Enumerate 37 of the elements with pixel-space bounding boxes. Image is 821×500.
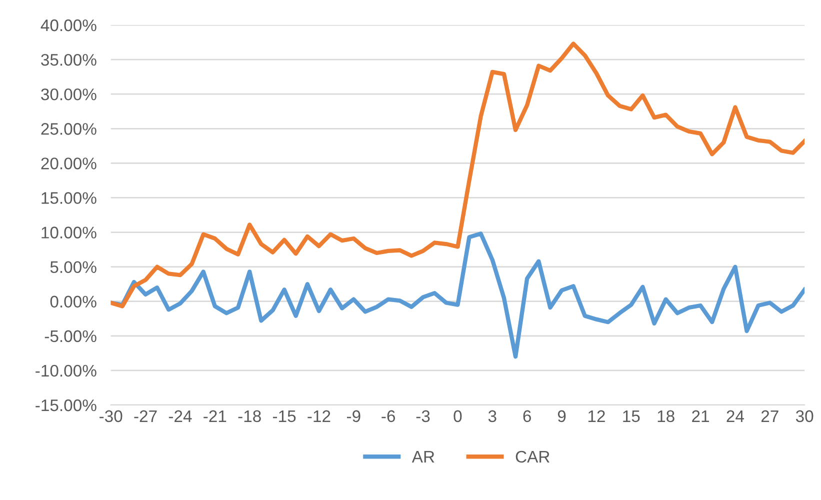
- y-tick-label: -10.00%: [36, 364, 96, 377]
- legend-label: AR: [412, 451, 434, 462]
- y-tick-label: 10.00%: [42, 226, 96, 238]
- line-series: [110, 42, 805, 308]
- x-tick-label: -15: [272, 410, 296, 422]
- y-tick-label: -15.00%: [36, 399, 96, 412]
- x-tick-label: 3: [488, 410, 496, 422]
- x-tick-label: 21: [692, 410, 709, 422]
- x-tick-label: -30: [100, 410, 122, 422]
- x-tick-label: -18: [238, 410, 261, 422]
- y-tick-label: 0.00%: [50, 296, 96, 308]
- x-tick-label: 15: [623, 410, 640, 422]
- x-tick-label: -3: [416, 410, 430, 422]
- x-tick-label: -24: [168, 410, 192, 422]
- y-tick-label: 35.00%: [41, 54, 96, 66]
- x-tick-label: -9: [346, 410, 360, 422]
- x-tick-label: 27: [761, 410, 778, 422]
- x-tick-label: 9: [558, 410, 566, 422]
- x-tick-label: 0: [454, 410, 462, 422]
- y-tick-label: 30.00%: [41, 88, 96, 100]
- legend-label: CAR: [516, 450, 550, 463]
- x-tick-label: 6: [523, 410, 531, 422]
- x-tick-label: 30: [796, 410, 814, 422]
- line-series: [110, 232, 805, 359]
- y-tick-label: 20.00%: [41, 158, 96, 170]
- x-tick-label: -27: [134, 410, 157, 422]
- x-tick-label: -12: [308, 410, 330, 422]
- x-tick-label: 18: [658, 410, 674, 422]
- x-tick-label: -6: [382, 410, 396, 422]
- y-tick-label: -5.00%: [44, 330, 96, 342]
- x-tick-label: -21: [204, 410, 226, 422]
- x-tick-label: 24: [726, 410, 744, 422]
- x-tick-label: 12: [588, 410, 605, 422]
- y-tick-label: 15.00%: [42, 192, 96, 204]
- y-tick-label: 5.00%: [50, 261, 96, 274]
- y-tick-label: 25.00%: [41, 123, 96, 135]
- y-tick-label: 40.00%: [40, 19, 96, 32]
